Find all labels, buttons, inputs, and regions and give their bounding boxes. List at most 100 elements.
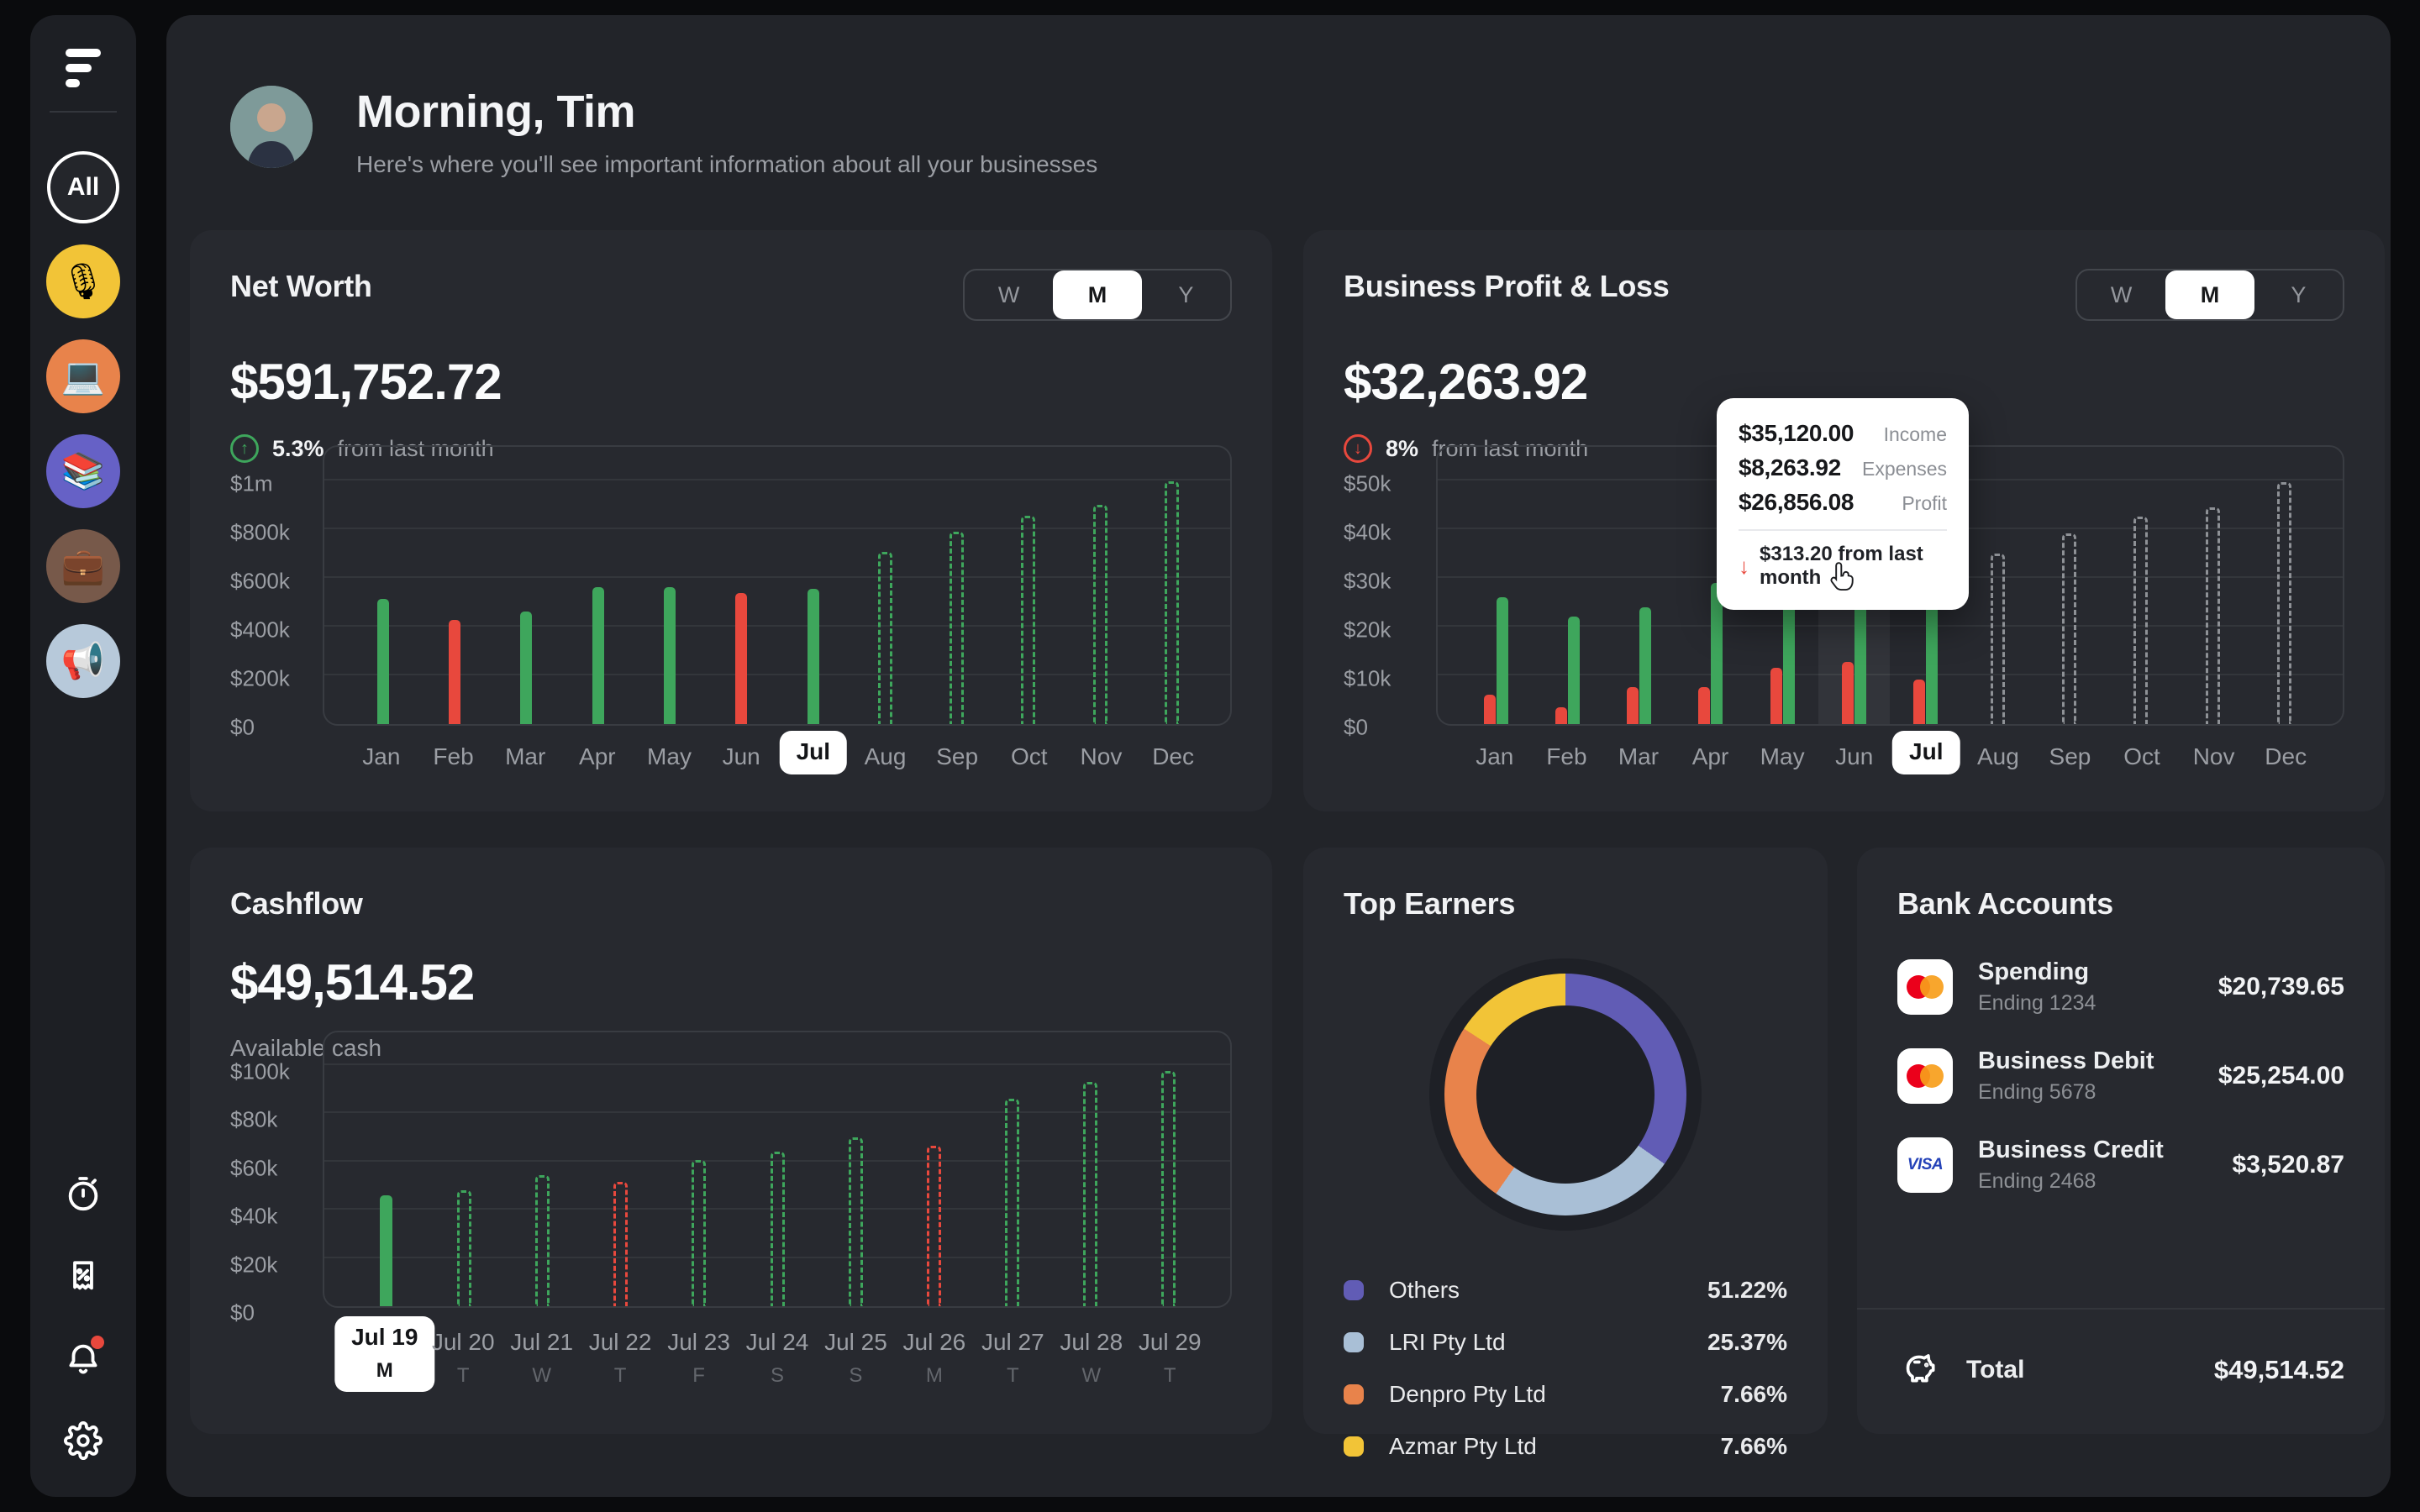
projected-bar-aug (1990, 553, 2005, 724)
legend-swatch (1344, 1280, 1364, 1300)
x-axis-label-may: May (1760, 743, 1805, 769)
cashflow-bar-jul-24 (770, 1152, 785, 1306)
legend-value: 7.66% (1720, 1433, 1787, 1459)
app-logo-icon[interactable] (66, 49, 101, 87)
x-axis-label-jul: Jul (779, 731, 848, 774)
grid-line (324, 478, 1230, 480)
mastercard-circles (1907, 1064, 1944, 1088)
account-text: Business Credit Ending 2468 (1978, 1137, 2164, 1194)
y-axis-tick: $20k (230, 1252, 278, 1278)
net-worth-change-suffix: from last month (337, 435, 494, 461)
net-worth-bar-dec (1164, 481, 1179, 724)
sidebar-item-business-3[interactable]: 📚 (46, 434, 120, 508)
projected-bar-oct (2133, 517, 2149, 724)
notification-dot (91, 1336, 104, 1349)
x-axis-label-jul-20: Jul 20 T (431, 1329, 495, 1387)
net-worth-bar-apr[interactable] (592, 586, 604, 724)
x-axis-label-jun: Jun (722, 743, 760, 769)
cashflow-chart: $0 $20k $40k $60k $80k $100k Jul 19 M Jul 20 T Jul… (230, 1031, 1232, 1410)
expenses-bar-jan[interactable] (1483, 695, 1496, 724)
net-worth-bar-sep (949, 531, 964, 724)
donut-chart[interactable] (1444, 974, 1686, 1215)
net-worth-bar-feb[interactable] (448, 619, 460, 724)
receipt-percent-icon[interactable] (64, 1257, 103, 1295)
y-axis-tick: $100k (230, 1058, 290, 1084)
expenses-bar-may[interactable] (1770, 668, 1782, 724)
timer-icon[interactable] (64, 1174, 103, 1213)
account-amount: $3,520.87 (2232, 1151, 2344, 1179)
expenses-bar-jun[interactable] (1841, 661, 1854, 724)
y-axis-tick: $200k (230, 665, 290, 691)
grid-line (324, 1159, 1230, 1162)
gear-icon[interactable] (64, 1421, 103, 1460)
tooltip-value: $26,856.08 (1739, 489, 1854, 515)
page-header: Morning, Tim Here's where you'll see imp… (230, 86, 1097, 178)
grid-line (1438, 673, 2343, 675)
income-bar-may[interactable] (1782, 582, 1795, 724)
period-option-m[interactable]: M (1053, 270, 1142, 319)
expenses-bar-apr[interactable] (1698, 687, 1711, 724)
period-option-y[interactable]: Y (1178, 281, 1194, 307)
tooltip-value: $35,120.00 (1739, 420, 1854, 446)
sidebar-item-business-5[interactable]: 📢 (46, 624, 120, 698)
bank-total-row: Total $49,514.52 (1897, 1346, 2344, 1394)
income-bar-mar[interactable] (1639, 606, 1652, 724)
net-worth-bar-jul[interactable] (807, 589, 819, 724)
bank-divider (1857, 1308, 2385, 1310)
bank-account-row-3[interactable]: VISA Business Credit Ending 2468 $3,520.87 (1897, 1137, 2344, 1194)
cashflow-bar-jul-19[interactable] (380, 1195, 392, 1306)
net-worth-bar-jun[interactable] (735, 593, 748, 724)
y-axis-tick: $20k (1344, 617, 1392, 643)
income-bar-apr[interactable] (1711, 582, 1723, 724)
x-axis-label-mar: Mar (505, 743, 546, 769)
x-axis-label-jul-26: Jul 26 M (902, 1329, 966, 1387)
net-worth-change-pct: 5.3% (272, 435, 324, 461)
income-bar-jan[interactable] (1496, 596, 1508, 724)
period-option-m[interactable]: M (2165, 270, 2254, 319)
period-option-y[interactable]: Y (2291, 281, 2307, 307)
grid-line (324, 673, 1230, 675)
net-worth-amount: $591,752.72 (230, 354, 502, 410)
bank-account-row-1[interactable]: Spending Ending 1234 $20,739.65 (1897, 958, 2344, 1016)
net-worth-bar-may[interactable] (663, 587, 676, 724)
grid-line (324, 575, 1230, 578)
sidebar-item-business-2[interactable]: 💻 (46, 339, 120, 413)
cashflow-bar-jul-22 (613, 1182, 629, 1306)
account-sub: Ending 2468 (1978, 1169, 2096, 1193)
x-axis-label-jul-28: Jul 28 W (1060, 1329, 1123, 1387)
bank-account-row-2[interactable]: Business Debit Ending 5678 $25,254.00 (1897, 1047, 2344, 1105)
user-avatar[interactable] (230, 86, 313, 168)
sidebar-item-business-1[interactable]: 🎙 (46, 244, 120, 318)
y-axis-tick: $400k (230, 617, 290, 643)
sidebar-item-all-businesses[interactable]: All (47, 151, 119, 223)
grid-line (324, 624, 1230, 627)
tooltip-row: $26,856.08 Profit (1739, 489, 1947, 516)
y-axis-tick: $50k (1344, 470, 1392, 496)
net-worth-bar-mar[interactable] (520, 611, 533, 724)
cashflow-title: Cashflow (230, 886, 363, 921)
period-option-w[interactable]: W (2110, 281, 2133, 307)
period-option-w[interactable]: W (997, 281, 1020, 307)
account-name: Business Debit (1978, 1047, 2154, 1074)
expenses-bar-feb[interactable] (1555, 706, 1567, 724)
bank-total-label: Total (1966, 1355, 2025, 1383)
expenses-bar-jul[interactable] (1913, 679, 1926, 724)
grid-line (324, 1208, 1230, 1210)
net-worth-bar-jan[interactable] (376, 599, 389, 724)
legend-value: 51.22% (1707, 1277, 1787, 1303)
bell-icon[interactable] (64, 1336, 104, 1378)
net-worth-bar-aug (877, 551, 892, 724)
expenses-bar-mar[interactable] (1627, 687, 1639, 724)
bank-accounts-title: Bank Accounts (1897, 886, 2113, 921)
mastercard-circles (1907, 975, 1944, 999)
sidebar-item-business-4[interactable]: 💼 (46, 529, 120, 603)
income-bar-feb[interactable] (1567, 617, 1580, 724)
x-axis-label-sep: Sep (936, 743, 979, 769)
account-amount: $25,254.00 (2217, 1062, 2344, 1089)
top-earners-card: Top Earners Others 51.22% LRI Pty Ltd 25.37… (1303, 848, 1828, 1459)
legend-label: Azmar Pty Ltd (1389, 1433, 1537, 1459)
x-axis-label-dec: Dec (1152, 743, 1195, 769)
cashflow-bar-jul-23 (692, 1160, 707, 1306)
